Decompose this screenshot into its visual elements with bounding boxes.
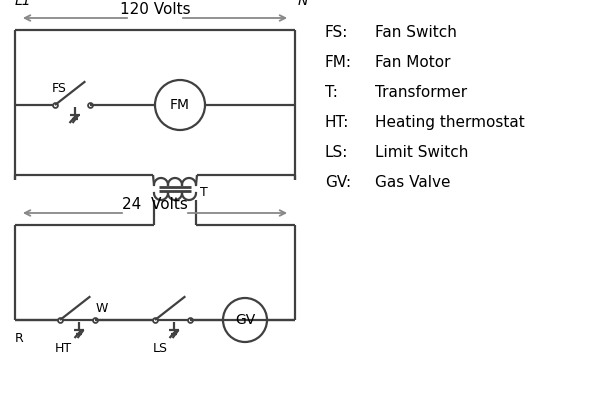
Text: L1: L1 [15, 0, 32, 8]
Text: GV: GV [235, 313, 255, 327]
Text: FS:: FS: [325, 25, 348, 40]
Text: Fan Switch: Fan Switch [375, 25, 457, 40]
Text: GV:: GV: [325, 175, 351, 190]
Text: T:: T: [325, 85, 338, 100]
Text: Fan Motor: Fan Motor [375, 55, 451, 70]
Text: Heating thermostat: Heating thermostat [375, 115, 525, 130]
Text: HT: HT [55, 342, 72, 355]
Text: FM: FM [170, 98, 190, 112]
Text: Limit Switch: Limit Switch [375, 145, 468, 160]
Text: Gas Valve: Gas Valve [375, 175, 451, 190]
Text: Transformer: Transformer [375, 85, 467, 100]
Text: LS:: LS: [325, 145, 348, 160]
Text: 120 Volts: 120 Volts [120, 2, 191, 17]
Text: N: N [298, 0, 309, 8]
Text: W: W [96, 302, 109, 315]
Text: HT:: HT: [325, 115, 349, 130]
Text: LS: LS [153, 342, 168, 355]
Text: 24  Volts: 24 Volts [122, 197, 188, 212]
Text: T: T [200, 186, 208, 200]
Text: FM:: FM: [325, 55, 352, 70]
Text: R: R [15, 332, 24, 345]
Text: FS: FS [52, 82, 67, 95]
